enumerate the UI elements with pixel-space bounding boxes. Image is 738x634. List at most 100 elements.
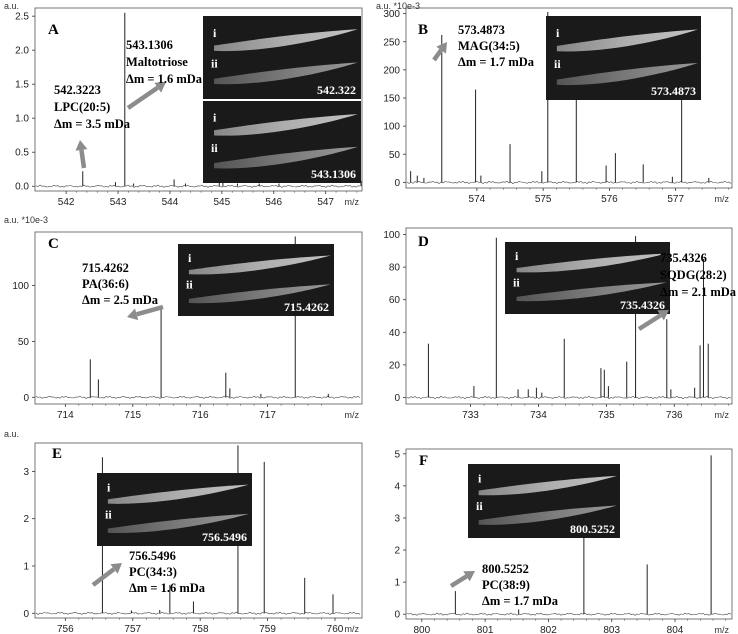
annotation-arrow-head: [657, 310, 669, 321]
x-tick-label: 576: [601, 194, 618, 205]
inset-mz-label: 735.4326: [620, 298, 665, 312]
annotation-line: Δm = 1.7 mDa: [458, 55, 535, 69]
spectrum-baseline: [35, 184, 361, 188]
x-tick-label: 757: [124, 624, 141, 634]
y-tick-label: 2: [394, 546, 400, 557]
x-tick-label: 803: [603, 625, 620, 634]
x-tick-label: 717: [259, 410, 276, 421]
x-axis-label: m/z: [715, 625, 730, 634]
y-axis-label: a.u.: [4, 429, 19, 439]
annotation-line: Δm = 2.5 mDa: [82, 293, 159, 307]
spectrum-baseline: [406, 395, 732, 400]
annotation-arrow-head: [110, 563, 122, 574]
inset-row-label: ii: [476, 499, 483, 513]
x-tick-label: 800: [413, 625, 430, 634]
inset-row-label: i: [515, 249, 519, 263]
y-tick-label: 20: [389, 360, 401, 371]
annotation-line: 543.1306: [126, 38, 173, 52]
x-tick-label: 756: [57, 624, 74, 634]
x-tick-label: 714: [57, 410, 74, 421]
y-tick-label: 2.0: [15, 46, 29, 57]
inset-mz-label: 543.1306: [311, 167, 356, 181]
annotation-line: 573.4873: [458, 23, 505, 37]
annotation-line: SQDG(28:2): [660, 268, 727, 282]
annotation-line: 756.5496: [129, 549, 176, 563]
tissue-section: [556, 29, 698, 52]
y-tick-label: 3: [23, 467, 29, 478]
annotation-line: PC(38:9): [482, 578, 530, 592]
peak-annotation: 542.3223 LPC(20:5) Δm = 3.5 mDa: [54, 83, 131, 169]
plot-frame-d: [405, 227, 733, 405]
annotation-arrow-head: [463, 571, 475, 582]
tissue-section: [107, 484, 249, 504]
y-tick-label: 5: [394, 449, 400, 460]
inset-row-label: ii: [211, 56, 218, 70]
annotation-line: Maltotriose: [126, 55, 188, 69]
panel-c: 714 715 716 717 0 50 100 m/z a.u. *10e-3 C: [4, 215, 363, 421]
inset-mz-label: 573.4873: [651, 84, 696, 98]
inset-background: [203, 101, 361, 183]
plot-frame-a: [34, 7, 363, 192]
tissue-section: [478, 475, 617, 496]
x-tick-label: 546: [265, 197, 282, 208]
x-tick-label: 542: [58, 197, 75, 208]
annotation-line: Δm = 3.5 mDa: [54, 117, 131, 131]
inset-row-label: ii: [186, 278, 193, 292]
x-tick-label: 802: [540, 625, 557, 634]
annotation-arrow-shaft: [79, 149, 87, 169]
y-tick-label: 150: [383, 94, 400, 105]
x-tick-label: 758: [192, 624, 209, 634]
y-tick-label: 100: [12, 281, 29, 292]
inset-row-label: i: [478, 472, 482, 486]
annotation-line: 800.5252: [482, 562, 529, 576]
tissue-section: [516, 253, 667, 273]
x-tick-label: 575: [535, 194, 552, 205]
annotation-line: LPC(20:5): [54, 100, 110, 114]
inset-background: [468, 464, 620, 538]
peak-annotation: 735.4326 SQDG(28:2) Δm = 2.1 mDa: [637, 251, 737, 331]
inset-mz-label: 542.322: [317, 83, 356, 97]
x-axis-label: m/z: [345, 197, 360, 207]
annotation-arrow-shaft: [449, 574, 468, 588]
y-tick-label: 60: [389, 295, 401, 306]
y-tick-label: 2.5: [15, 12, 29, 23]
annotation-arrow-head: [75, 140, 88, 151]
inset-row-label: ii: [211, 141, 218, 155]
peak-annotation: 715.4262 PA(36:6) Δm = 2.5 mDa: [82, 261, 164, 321]
inset-mz-label: 800.5252: [570, 522, 615, 536]
inset-row-label: ii: [554, 57, 561, 71]
annotation-line: PA(36:6): [82, 277, 129, 291]
y-tick-label: 1: [23, 561, 29, 572]
y-tick-label: 100: [383, 122, 400, 133]
y-tick-label: 1.5: [15, 80, 29, 91]
inset-background: [178, 244, 334, 316]
y-axis-label: a.u. *10e-3: [376, 1, 420, 11]
x-tick-label: 736: [666, 410, 683, 421]
peak-annotation: 573.4873 MAG(34:5) Δm = 1.7 mDa: [432, 23, 535, 69]
inset-background: [203, 16, 361, 99]
y-axis-label: a.u.: [4, 1, 19, 11]
spectrum-baseline: [35, 611, 361, 615]
annotation-arrow-shaft: [91, 567, 116, 587]
panel-label-c: C: [48, 236, 59, 252]
inset-mz-label: 715.4262: [284, 300, 329, 314]
y-tick-label: 300: [383, 9, 400, 20]
panel-label-d: D: [418, 234, 429, 250]
x-axis-label: m/z: [715, 194, 730, 204]
annotation-arrow-shaft: [637, 313, 662, 331]
plot-frame-c: [34, 231, 363, 405]
inset-row-label: ii: [513, 276, 520, 290]
annotation-arrow-shaft: [136, 304, 164, 317]
x-tick-label: 734: [530, 410, 547, 421]
y-tick-label: 50: [389, 150, 401, 161]
tissue-section: [188, 284, 331, 304]
y-tick-label: 80: [389, 263, 401, 274]
inset-mz-label: 756.5496: [202, 530, 247, 544]
annotation-line: MAG(34:5): [458, 39, 520, 53]
inset-row-label: i: [213, 111, 217, 125]
tissue-section: [214, 62, 358, 85]
